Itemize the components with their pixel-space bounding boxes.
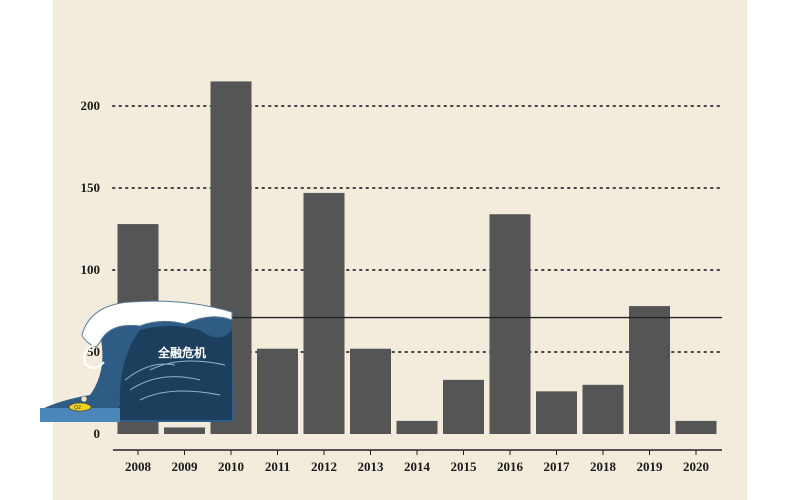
- x-tick-label: 2011: [265, 459, 290, 474]
- x-tick-label: 2020: [683, 459, 709, 474]
- bar-2013: [350, 348, 391, 434]
- boat-icon: Q2: [68, 395, 92, 412]
- x-tick-label: 2013: [358, 459, 385, 474]
- boat-label: Q2: [74, 405, 81, 411]
- bar-2012: [303, 192, 345, 434]
- bar-2011: [257, 348, 298, 434]
- bar-2014: [396, 420, 438, 434]
- wave-inner: [110, 326, 232, 420]
- bar-2017: [536, 391, 577, 434]
- x-tick-label: 2019: [637, 459, 664, 474]
- bars: [117, 81, 717, 435]
- y-tick-label: 0: [94, 426, 101, 441]
- x-tick-label: 2017: [544, 459, 571, 474]
- bar-2018: [582, 384, 624, 434]
- boat-person: [80, 395, 88, 403]
- x-tick-label: 2010: [218, 459, 244, 474]
- x-tick-label: 2018: [590, 459, 617, 474]
- x-tick-label: 2015: [451, 459, 478, 474]
- wave-swirl: [83, 344, 105, 369]
- bar-2009: [164, 427, 205, 434]
- wave-strokes: [124, 360, 226, 401]
- tsunami-wave-illustration: 全融危机 Q2: [40, 300, 234, 422]
- boat-hull: [68, 402, 92, 412]
- y-tick-label: 150: [81, 180, 101, 195]
- y-tick-label: 200: [81, 98, 101, 113]
- x-tick-label: 2009: [172, 459, 199, 474]
- bar-2016: [489, 214, 531, 434]
- x-tick-label: 2016: [497, 459, 524, 474]
- bar-2019: [629, 306, 670, 434]
- wave-front: [40, 408, 120, 422]
- wave-label: 全融危机: [157, 345, 206, 360]
- x-tick-label: 2014: [404, 459, 431, 474]
- x-tick-label: 2012: [311, 459, 337, 474]
- x-tick-label: 2008: [125, 459, 152, 474]
- y-tick-label: 100: [81, 262, 101, 277]
- bar-2015: [443, 379, 484, 434]
- gridlines: [112, 105, 723, 353]
- bar-2020: [675, 420, 717, 434]
